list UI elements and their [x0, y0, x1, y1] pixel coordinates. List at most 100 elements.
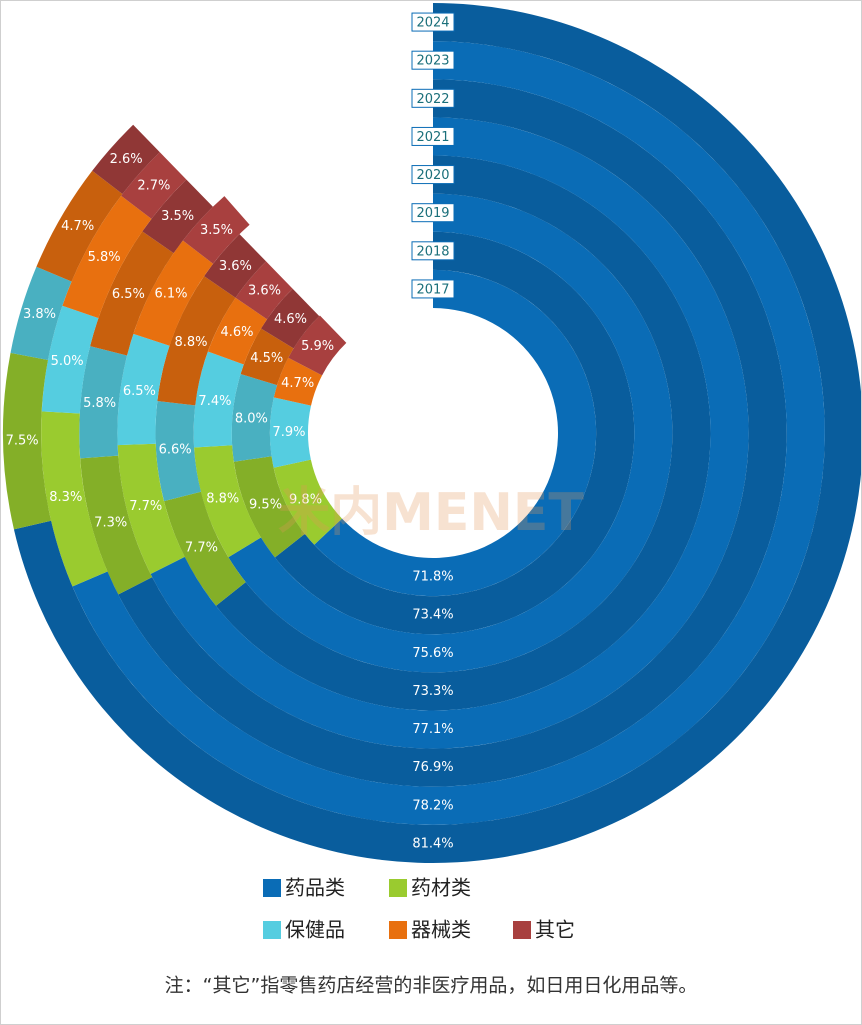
value-label: 4.5%: [250, 351, 283, 366]
year-label-box: [411, 279, 455, 299]
value-label: 3.8%: [23, 307, 56, 322]
ring-segment: [90, 231, 174, 356]
legend-label: 药材类: [411, 876, 471, 900]
value-label: 8.8%: [174, 335, 207, 350]
value-label: 2.7%: [137, 178, 170, 193]
value-label: 8.3%: [49, 490, 82, 505]
value-label: 7.9%: [272, 425, 305, 440]
year-label-box: [411, 126, 455, 146]
year-label: 2022: [416, 92, 449, 107]
value-label: 75.6%: [412, 646, 453, 661]
value-label: 77.1%: [412, 722, 453, 737]
ring-segment: [269, 397, 312, 468]
value-label: 4.6%: [274, 312, 307, 327]
ring-segment: [62, 195, 152, 319]
legend-label: 其它: [535, 918, 575, 942]
value-label: 4.6%: [220, 325, 253, 340]
ring-segment: [157, 276, 236, 406]
ring-segment: [155, 400, 201, 502]
year-label-box: [411, 203, 455, 223]
value-label: 7.3%: [94, 516, 127, 531]
value-label: 5.9%: [301, 339, 334, 354]
value-label: 73.4%: [412, 608, 453, 623]
legend-label: 器械类: [411, 918, 471, 942]
legend-swatch: [389, 921, 407, 939]
legend-label: 药品类: [285, 876, 345, 900]
value-label: 78.2%: [412, 798, 453, 813]
year-label: 2017: [416, 282, 449, 297]
value-label: 7.4%: [198, 394, 231, 409]
watermark: 米内MENET: [278, 483, 584, 543]
ring-segment: [163, 491, 246, 606]
ring-segment: [182, 196, 250, 264]
ring-segment: [10, 266, 72, 360]
value-label: 6.5%: [112, 287, 145, 302]
rings: 71.8% 9.8% 7.9% 4.7% 5.9% 2017 73.4% 9.5% 8.0% 4.…: [2, 3, 861, 863]
year-label: 2018: [416, 244, 449, 259]
ring-segment: [121, 152, 187, 219]
value-label: 3.5%: [161, 209, 194, 224]
ring-segment: [2, 352, 52, 530]
ring-segment: [92, 124, 160, 195]
value-label: 6.6%: [159, 443, 192, 458]
value-label: 7.7%: [129, 499, 162, 514]
value-label: 76.9%: [412, 760, 453, 775]
value-label: 3.5%: [200, 223, 233, 238]
ring-segment: [233, 456, 305, 558]
value-label: 8.0%: [235, 411, 268, 426]
value-label: 71.8%: [412, 570, 453, 585]
ring-segment: [231, 373, 278, 462]
ring-segment: [36, 170, 123, 282]
year-label: 2020: [416, 168, 449, 183]
ring-segment: [235, 261, 293, 320]
year-label-box: [411, 50, 455, 70]
ring-segment: [142, 179, 213, 254]
year-label-box: [411, 88, 455, 108]
value-label: 6.1%: [155, 287, 188, 302]
year-label-box: [411, 241, 455, 261]
legend-swatch: [263, 879, 281, 897]
legend-label: 保健品: [285, 918, 345, 942]
value-label: 9.5%: [249, 497, 282, 512]
ring-segment: [204, 234, 267, 298]
ring-segment: [194, 445, 261, 558]
value-label: 7.5%: [6, 433, 39, 448]
ring-segment: [273, 459, 342, 545]
ring-segment: [117, 333, 170, 446]
ring-segment: [288, 315, 347, 376]
legend-swatch: [263, 921, 281, 939]
value-label: 4.7%: [281, 376, 314, 391]
value-label: 5.0%: [51, 354, 84, 369]
value-label: 5.8%: [88, 250, 121, 265]
ring-segment: [133, 240, 214, 346]
year-label-box: [411, 12, 455, 32]
ring-segment: [41, 305, 99, 414]
value-label: 7.7%: [185, 540, 218, 555]
ring-segment: [260, 288, 320, 349]
value-label: 5.8%: [83, 396, 116, 411]
year-label: 2023: [416, 54, 449, 69]
value-label: 8.8%: [206, 491, 239, 506]
value-label: 4.7%: [61, 219, 94, 234]
legend-swatch: [389, 879, 407, 897]
year-label-box: [411, 165, 455, 185]
ring-segment: [80, 455, 153, 595]
ring-segment: [79, 346, 128, 459]
value-label: 3.6%: [219, 259, 252, 274]
year-label: 2019: [416, 206, 449, 221]
note: 注：“其它”指零售药店经营的非医疗用品，如日用日化用品等。: [165, 975, 698, 997]
year-label: 2021: [416, 130, 449, 145]
ring-segment: [41, 411, 108, 587]
ring-segment: [207, 297, 267, 365]
ring-segment: [314, 269, 597, 597]
value-label: 73.3%: [412, 684, 453, 699]
value-label: 81.4%: [412, 836, 453, 851]
value-label: 9.8%: [289, 493, 322, 508]
ring-segment: [273, 357, 323, 406]
year-label: 2024: [416, 16, 449, 31]
legend-swatch: [513, 921, 531, 939]
ring-segment: [193, 351, 244, 448]
